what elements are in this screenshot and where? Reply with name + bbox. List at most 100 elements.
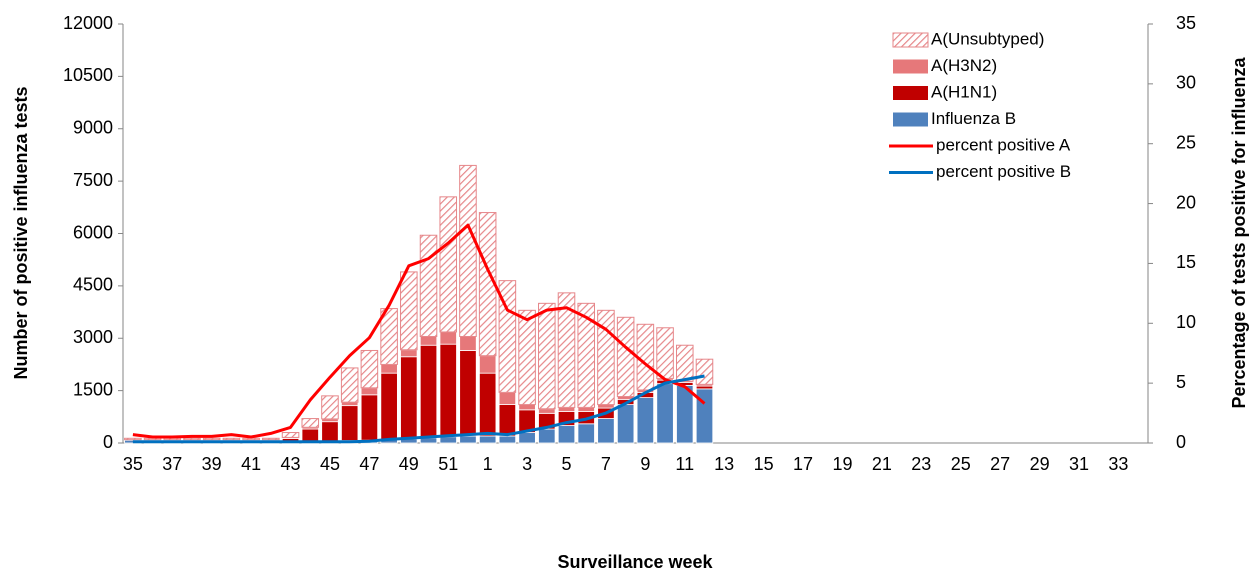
bar-segment <box>696 386 713 389</box>
x-axis-title: Surveillance week <box>557 552 713 572</box>
bar-segment <box>381 373 398 439</box>
x-tick-label: 41 <box>241 454 261 474</box>
bar-segment <box>460 436 477 443</box>
bar-segment <box>499 436 516 443</box>
y-tick-label: 12000 <box>63 13 113 33</box>
x-tick-label: 47 <box>359 454 379 474</box>
bar-segment <box>578 407 595 411</box>
bar-segment <box>263 438 280 439</box>
x-tick-label: 31 <box>1069 454 1089 474</box>
bar-segment <box>341 368 358 402</box>
bar-segment <box>203 438 220 439</box>
x-tick-label: 37 <box>162 454 182 474</box>
bar-segment <box>460 165 477 336</box>
x-tick-label: 35 <box>123 454 143 474</box>
bar-segment <box>479 356 496 373</box>
bar-segment <box>617 317 634 396</box>
bar-segment <box>657 384 674 443</box>
bar-segment <box>460 350 477 436</box>
bar-segment <box>302 429 319 441</box>
x-tick-label: 11 <box>675 454 694 474</box>
bar-segment <box>479 373 496 436</box>
bar-segment <box>440 344 457 437</box>
y-tick-label: 9000 <box>73 118 113 138</box>
bar-segment <box>657 328 674 379</box>
legend-swatch <box>893 33 928 47</box>
bar-segment <box>479 436 496 443</box>
x-tick-label: 3 <box>522 454 532 474</box>
bar-segment <box>361 395 378 440</box>
x-tick-label: 7 <box>601 454 611 474</box>
legend-label: Influenza B <box>931 109 1016 128</box>
bar-segment <box>440 437 457 443</box>
x-tick-label: 23 <box>911 454 931 474</box>
y2-tick-label: 25 <box>1176 132 1196 152</box>
x-tick-label: 49 <box>399 454 419 474</box>
bar-segment <box>539 303 556 408</box>
y2-axis-title: Percentage of tests positive for influen… <box>1229 56 1249 408</box>
bar-segment <box>420 235 437 336</box>
x-tick-label: 13 <box>714 454 734 474</box>
bar-segment <box>499 405 516 436</box>
bar-segment <box>440 197 457 332</box>
bar-segment <box>322 422 339 441</box>
y-tick-label: 3000 <box>73 327 113 347</box>
bar-segment <box>519 310 536 404</box>
legend: A(Unsubtyped) A(H3N2) A(H1N1) Influenza B pe… <box>889 29 1071 181</box>
x-tick-label: 27 <box>990 454 1010 474</box>
x-tick-label: 29 <box>1030 454 1050 474</box>
x-tick-label: 39 <box>202 454 222 474</box>
bar-segment <box>440 332 457 344</box>
y-axis-title: Number of positive influenza tests <box>11 86 31 379</box>
y-tick-label: 7500 <box>73 170 113 190</box>
legend-label: A(Unsubtyped) <box>931 29 1044 48</box>
x-tick-label: 51 <box>438 454 458 474</box>
bar-segment <box>558 426 575 443</box>
legend-label: A(H1N1) <box>931 82 997 101</box>
x-tick-label: 5 <box>562 454 572 474</box>
bar-segment <box>302 419 319 428</box>
bar-segment <box>341 406 358 441</box>
legend-swatch <box>893 86 928 100</box>
y-tick-label: 10500 <box>63 65 113 85</box>
x-tick-label: 1 <box>483 454 493 474</box>
bar-segment <box>125 438 142 439</box>
y2-tick-label: 35 <box>1176 13 1196 33</box>
bar-segment <box>361 350 378 387</box>
y-tick-label: 0 <box>103 432 113 452</box>
bar-segment <box>401 350 418 357</box>
y2-tick-label: 10 <box>1176 312 1196 332</box>
legend-swatch <box>893 60 928 74</box>
plot-area <box>125 165 713 443</box>
bar-segment <box>282 433 299 438</box>
bar-segment <box>539 409 556 414</box>
bar-segment <box>223 438 240 439</box>
bar-segment <box>401 272 418 350</box>
legend-label: A(H3N2) <box>931 56 997 75</box>
x-tick-label: 17 <box>793 454 813 474</box>
x-tick-label: 21 <box>872 454 892 474</box>
legend-swatch <box>893 113 928 127</box>
y-tick-label: 1500 <box>73 379 113 399</box>
bar-segment <box>637 398 654 443</box>
bar-segment <box>558 407 575 411</box>
bar-segment <box>361 388 378 395</box>
bar-segment <box>341 402 358 405</box>
x-tick-label: 25 <box>951 454 971 474</box>
bar-segment <box>677 385 694 443</box>
legend-label: percent positive B <box>936 162 1071 181</box>
y2-tick-label: 15 <box>1176 252 1196 272</box>
bar-segment <box>519 405 536 410</box>
bar-segment <box>420 337 437 346</box>
y2-tick-label: 20 <box>1176 192 1196 212</box>
bar-segment <box>381 364 398 373</box>
bar-segment <box>401 357 418 439</box>
bar-segment <box>598 405 615 408</box>
y2-tick-label: 0 <box>1176 432 1186 452</box>
bar-segment <box>519 433 536 443</box>
y-tick-label: 6000 <box>73 222 113 242</box>
bar-segment <box>696 359 713 384</box>
bar-segment <box>578 424 595 443</box>
x-tick-label: 33 <box>1108 454 1128 474</box>
